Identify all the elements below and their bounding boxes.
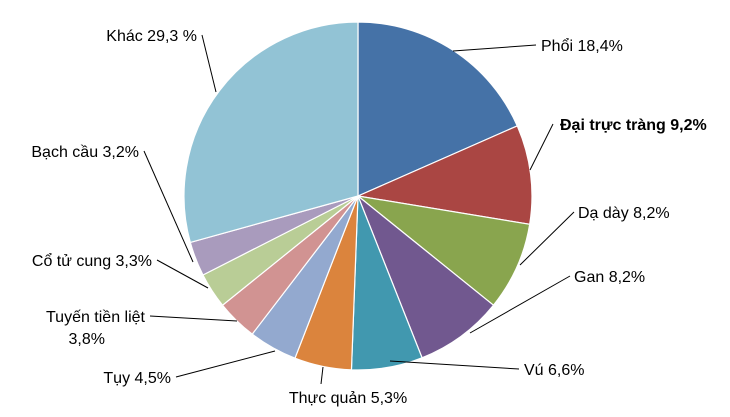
slice-labels: Phổi 18,4% Đại trực tràng 9,2% Dạ dày 8,2%…	[31, 28, 706, 407]
leader-line	[320, 366, 324, 385]
slice-label: Thực quản 5,3%	[289, 390, 407, 407]
pie-slice	[355, 195, 531, 307]
slice-label: Tuyến tiền liệt 3,8%	[46, 309, 146, 348]
slice-label: Gan 8,2%	[574, 269, 645, 286]
slice-label: Phổi 18,4%	[541, 37, 623, 55]
leader-line	[529, 123, 554, 171]
slice-label: Dạ dày 8,2%	[578, 205, 670, 222]
leader-line	[201, 34, 217, 93]
pie-slice	[183, 21, 359, 244]
slice-label: Bạch cầu 3,2%	[31, 144, 139, 161]
pie-slice	[356, 194, 495, 359]
leader-line	[519, 211, 575, 266]
pie-slice	[355, 125, 533, 225]
leader-line	[156, 259, 209, 289]
leader-line	[452, 44, 537, 52]
slice-label: Tụy 4,5%	[103, 370, 171, 387]
slice-label: Vú 6,6%	[524, 362, 584, 379]
leader-line	[149, 315, 238, 322]
slice-label: Đại trực tràng 9,2%	[560, 117, 707, 134]
slice-label: Khác 29,3 %	[106, 28, 197, 45]
leader-line	[469, 275, 571, 334]
leader-line	[175, 350, 276, 378]
pie-slices	[183, 21, 533, 371]
leader-line	[143, 150, 194, 263]
pie-slice	[357, 21, 519, 197]
leader-line	[389, 360, 520, 370]
leader-lines	[143, 34, 575, 385]
slice-label: Cổ tử cung 3,3%	[32, 252, 152, 270]
